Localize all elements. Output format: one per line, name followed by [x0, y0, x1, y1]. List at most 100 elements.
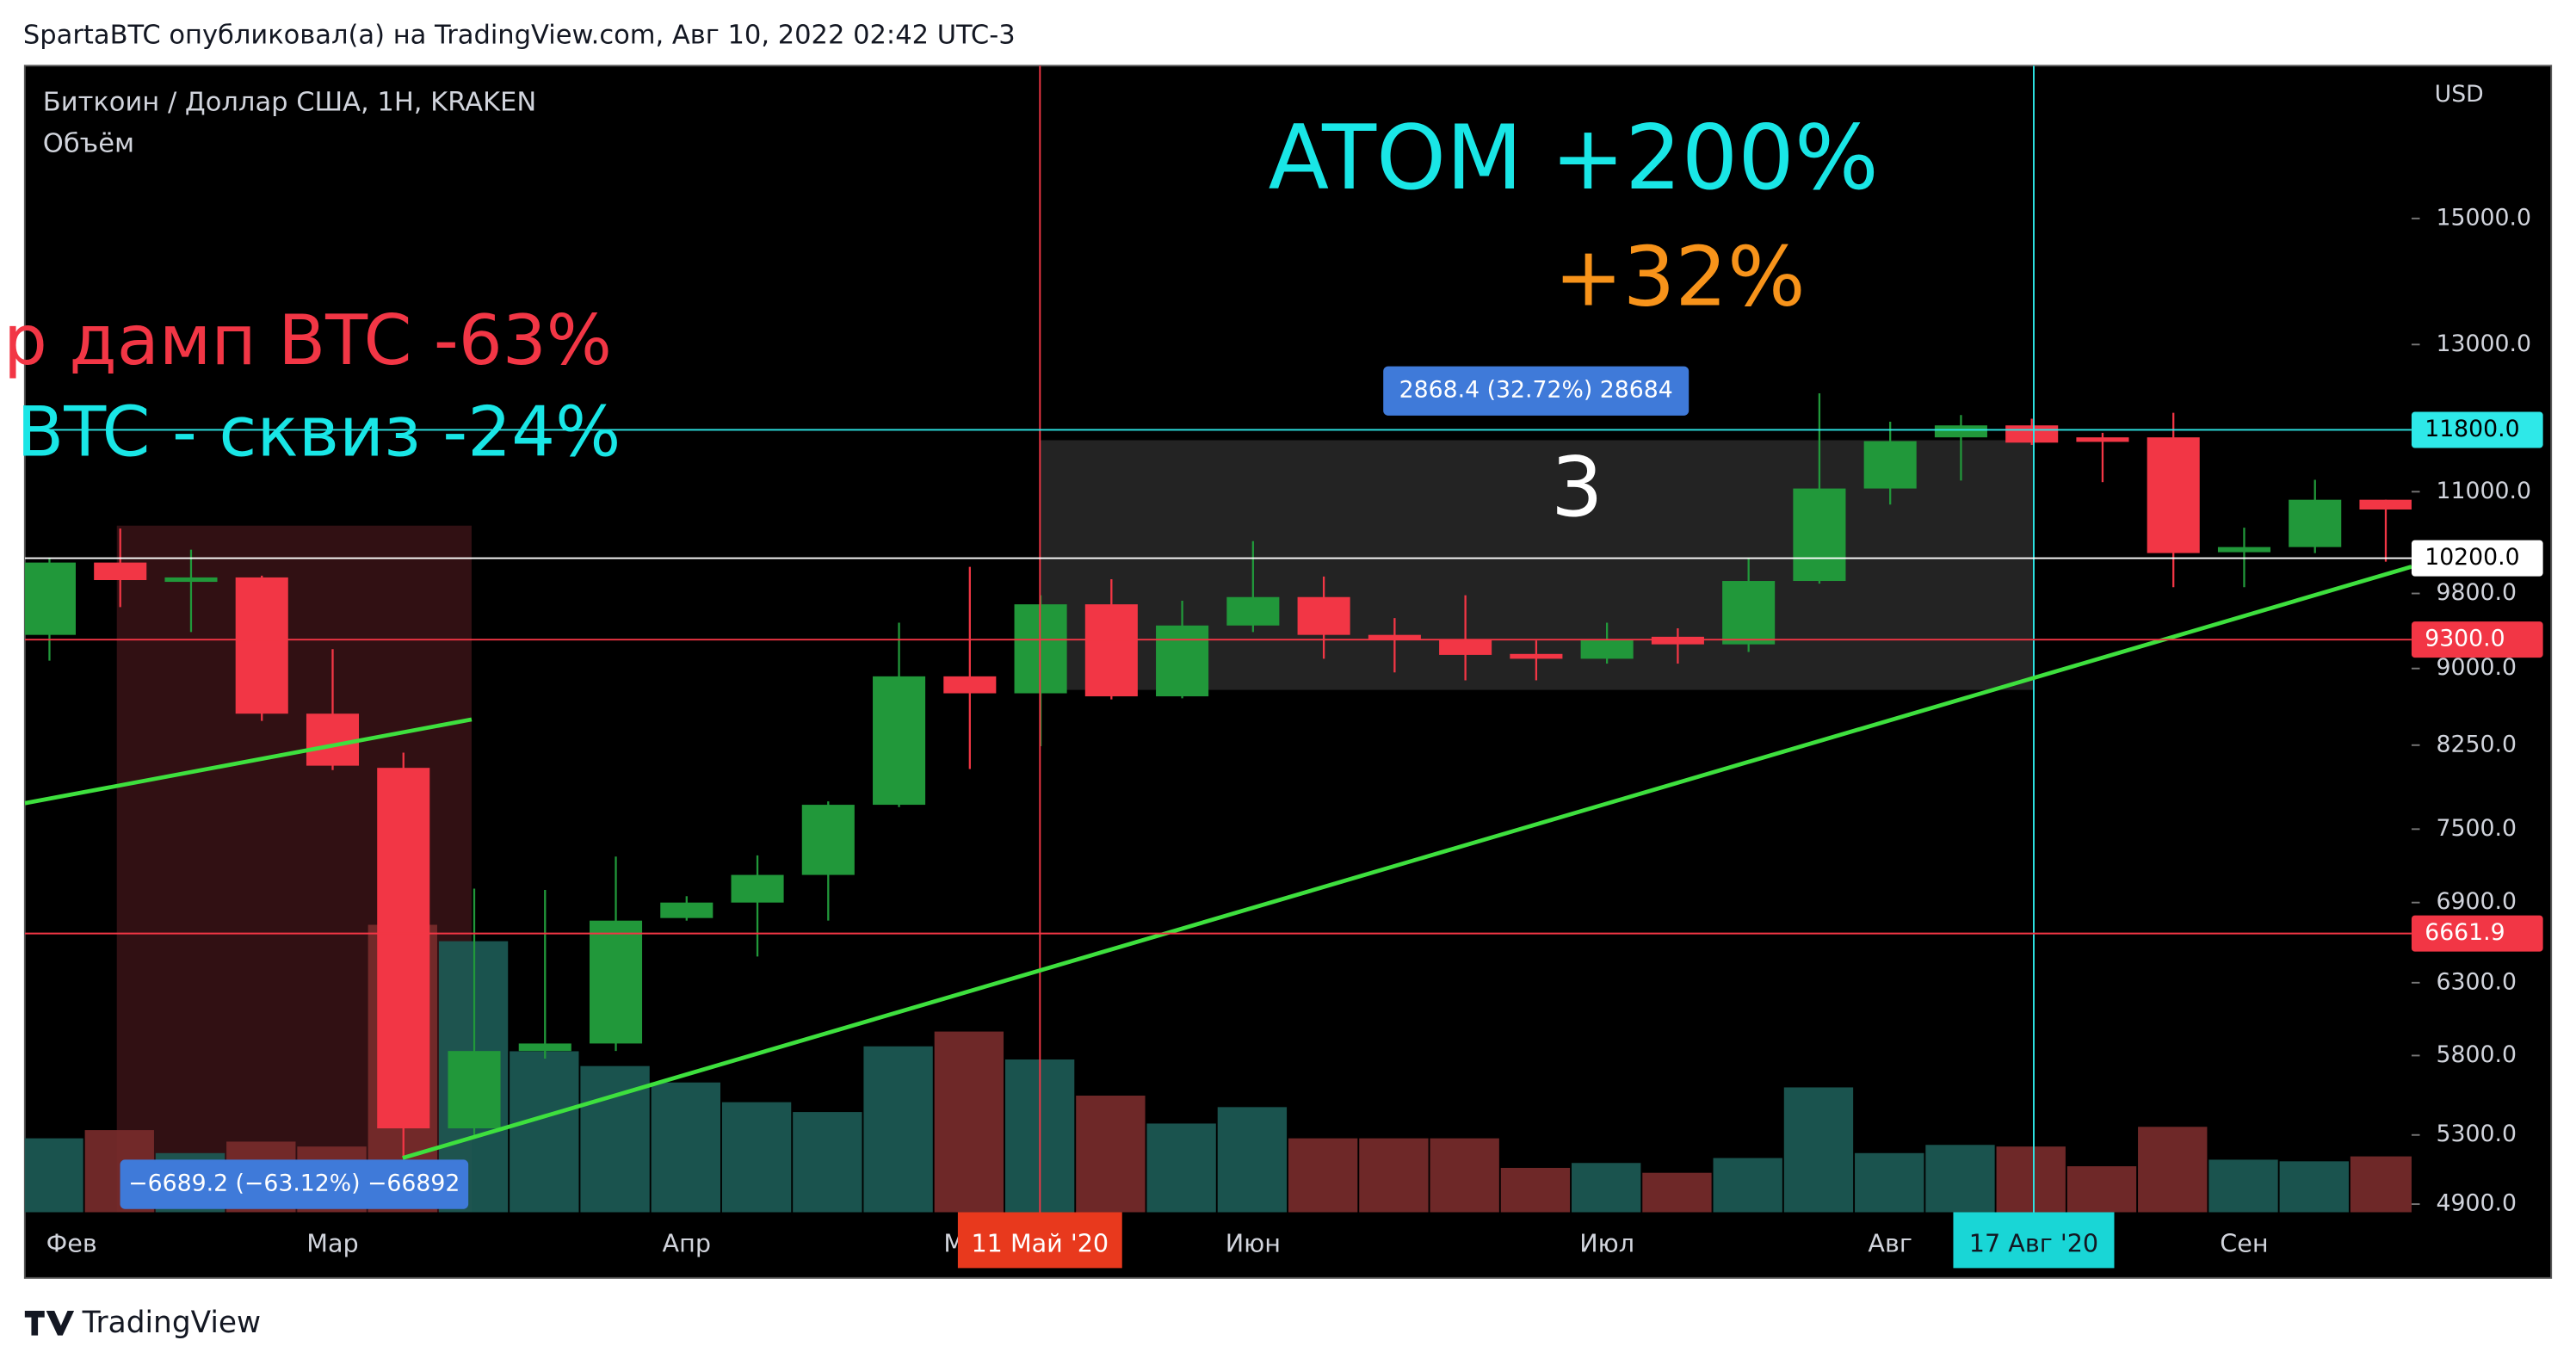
measure-label — [120, 1159, 469, 1209]
drawings — [24, 65, 2412, 1213]
candle-body — [731, 874, 784, 903]
y-tick-label: 5300.0 — [2437, 1121, 2517, 1147]
candle-body — [1297, 596, 1350, 635]
candle-body — [1084, 604, 1138, 697]
annotation: +32% — [1554, 229, 1806, 325]
annotation: р дамп BTC -63% — [3, 300, 612, 380]
volume-bar — [934, 1031, 1004, 1213]
price-label: 11800.0 — [2425, 416, 2519, 442]
y-tick-label: 9800.0 — [2437, 579, 2517, 606]
volume-bar — [1288, 1138, 1358, 1213]
volume-bar — [2138, 1127, 2208, 1213]
header-title: SpartaBTC опубликовал(а) на TradingView.… — [23, 20, 1016, 50]
volume-bar — [1217, 1107, 1288, 1213]
date-marker: 11 Май '20 — [971, 1229, 1109, 1258]
volume-bar — [1359, 1138, 1429, 1213]
date-marker-bg — [1953, 1212, 2115, 1269]
x-tick-label: Фев — [46, 1229, 97, 1258]
volume-bar — [1855, 1152, 1924, 1213]
volume-bar — [1925, 1145, 1995, 1213]
x-tick-label: Мар — [306, 1229, 358, 1258]
footer-logo: TradingView — [24, 1306, 262, 1340]
y-tick-label: 15000.0 — [2437, 204, 2531, 231]
candle-body — [2359, 499, 2412, 510]
price-label-bg — [2411, 540, 2543, 577]
candle-body — [518, 1043, 571, 1052]
candle-body — [2289, 499, 2342, 547]
candle-body — [1368, 634, 1421, 640]
x-tick-label: Сен — [2220, 1229, 2268, 1258]
volume-bar — [1713, 1158, 1782, 1213]
candle-body — [1934, 425, 1987, 438]
price-label: 10200.0 — [2425, 544, 2519, 571]
candle-body — [1722, 581, 1776, 645]
candle-body — [1226, 596, 1280, 626]
y-tick-label: 5800.0 — [2437, 1041, 2517, 1068]
volume-title: Объём — [43, 128, 134, 158]
x-tick-label: Апр — [663, 1229, 711, 1258]
volume-bar — [2208, 1159, 2278, 1213]
volume-bar — [651, 1082, 721, 1213]
candle-body — [94, 562, 147, 580]
volume-bar — [1642, 1172, 1712, 1213]
price-label-bg — [2411, 411, 2543, 448]
candle-body — [1651, 636, 1704, 645]
volume-bar — [1996, 1146, 2066, 1213]
y-tick-label: 6900.0 — [2437, 888, 2517, 915]
y-tick-label: 8250.0 — [2437, 731, 2517, 757]
candle-body — [24, 562, 76, 635]
candle-body — [448, 1051, 501, 1129]
volume-bar — [2066, 1166, 2137, 1213]
volume-bar — [2279, 1161, 2349, 1213]
measure-text: 2868.4 (32.72%) 28684 — [1399, 377, 1673, 404]
x-tick-label: Июн — [1226, 1229, 1281, 1258]
y-tick-label: 11000.0 — [2437, 478, 2531, 504]
candle-body — [235, 577, 288, 714]
candle-body — [1863, 441, 1917, 489]
volume-bar — [1783, 1087, 1854, 1213]
volume-bar — [1146, 1123, 1216, 1213]
volume-bar — [1500, 1167, 1571, 1213]
candle-body — [801, 805, 855, 875]
volume-bar — [510, 1051, 579, 1213]
price-label: 9300.0 — [2425, 626, 2505, 652]
logo-text: TradingView — [82, 1306, 262, 1340]
y-tick-label: 9000.0 — [2437, 654, 2517, 681]
symbol-title: Биткоин / Доллар США, 1Н, KRAKEN — [43, 88, 536, 118]
candle-body — [2005, 425, 2059, 443]
price-label-bg — [2411, 915, 2543, 952]
y-tick-label: 4900.0 — [2437, 1190, 2517, 1217]
candle-body — [943, 676, 997, 694]
date-marker-bg — [957, 1212, 1122, 1269]
volume-bar — [1430, 1138, 1499, 1213]
candle-body — [377, 768, 430, 1129]
volume-bar — [1572, 1163, 1641, 1213]
volume-bar — [863, 1046, 933, 1213]
x-tick-label: Июл — [1579, 1229, 1634, 1258]
trend-line — [24, 717, 473, 806]
volume-bar — [2350, 1156, 2412, 1213]
x-tick-label: Авг — [1868, 1229, 1912, 1258]
y-tick-label: 7500.0 — [2437, 815, 2517, 842]
candle-body — [1156, 625, 1209, 697]
candle-body — [1510, 653, 1563, 659]
volume-bar — [721, 1102, 792, 1213]
candle-body — [873, 676, 926, 806]
candle-body — [1439, 639, 1492, 655]
date-marker: 17 Авг '20 — [1969, 1229, 2098, 1258]
volume-bar — [24, 1138, 83, 1213]
candle-body — [2076, 437, 2129, 442]
logo-icon — [24, 1311, 75, 1336]
price-label-bg — [2411, 621, 2543, 658]
price-label: 6661.9 — [2425, 919, 2505, 946]
candle-body — [1793, 488, 1846, 582]
trend-line — [402, 565, 2412, 1160]
annotation: 3 — [1551, 439, 1603, 535]
candle-body — [1580, 639, 1634, 659]
measure-label — [1383, 366, 1690, 416]
axis-unit: USD — [2435, 81, 2484, 108]
annotation: BTC - сквиз -24% — [16, 392, 621, 472]
candle-body — [2217, 547, 2270, 553]
candle-body — [660, 902, 713, 918]
